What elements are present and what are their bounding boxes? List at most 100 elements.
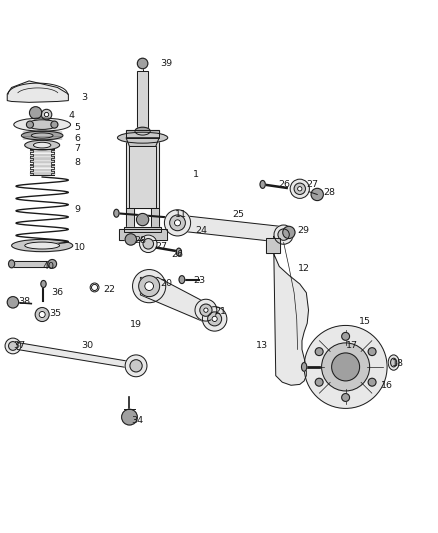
Bar <box>151 207 159 231</box>
Text: 11: 11 <box>175 211 187 220</box>
Circle shape <box>212 316 217 321</box>
Ellipse shape <box>25 242 60 249</box>
Text: 6: 6 <box>74 134 80 143</box>
Bar <box>30 157 54 158</box>
Text: 20: 20 <box>160 279 172 288</box>
Circle shape <box>297 187 302 191</box>
Ellipse shape <box>388 355 399 370</box>
Ellipse shape <box>391 358 397 367</box>
Bar <box>30 161 54 162</box>
Bar <box>30 173 54 175</box>
Text: 12: 12 <box>297 264 310 273</box>
Text: 3: 3 <box>81 93 88 102</box>
Text: 39: 39 <box>160 59 172 68</box>
Bar <box>126 207 134 231</box>
Circle shape <box>35 308 49 321</box>
Bar <box>30 168 54 169</box>
Bar <box>30 165 54 166</box>
Circle shape <box>143 239 153 249</box>
Polygon shape <box>17 343 136 369</box>
Text: 15: 15 <box>359 318 371 326</box>
Text: 30: 30 <box>81 341 94 350</box>
Text: 16: 16 <box>381 381 392 390</box>
Bar <box>34 155 50 156</box>
Polygon shape <box>7 81 68 102</box>
Text: 18: 18 <box>392 359 403 368</box>
Circle shape <box>208 312 222 326</box>
Circle shape <box>122 409 138 425</box>
Circle shape <box>39 311 45 318</box>
Text: 38: 38 <box>18 297 30 306</box>
Circle shape <box>283 227 295 239</box>
Text: 21: 21 <box>215 306 226 316</box>
Circle shape <box>51 121 58 128</box>
Bar <box>34 166 50 167</box>
Bar <box>30 172 54 174</box>
Circle shape <box>332 353 360 381</box>
Text: 28: 28 <box>134 236 146 245</box>
Ellipse shape <box>41 280 46 287</box>
Bar <box>124 227 161 231</box>
Text: 26: 26 <box>171 250 183 259</box>
Text: 8: 8 <box>74 158 80 167</box>
Circle shape <box>368 348 376 356</box>
Circle shape <box>200 304 212 316</box>
Text: 26: 26 <box>278 180 290 189</box>
Ellipse shape <box>27 120 57 130</box>
Ellipse shape <box>176 248 181 256</box>
Circle shape <box>170 215 185 231</box>
Text: 23: 23 <box>193 276 205 285</box>
Ellipse shape <box>90 283 99 292</box>
Text: 34: 34 <box>132 416 144 425</box>
Bar <box>126 207 134 231</box>
Text: 25: 25 <box>232 209 244 219</box>
Bar <box>126 130 159 138</box>
Circle shape <box>304 326 387 408</box>
Polygon shape <box>266 238 280 253</box>
Text: 29: 29 <box>297 226 310 235</box>
Bar <box>126 131 159 207</box>
Text: 13: 13 <box>256 341 268 350</box>
Bar <box>130 147 155 207</box>
Bar <box>30 154 54 155</box>
Bar <box>130 147 155 207</box>
Polygon shape <box>141 277 224 326</box>
Ellipse shape <box>31 133 53 138</box>
Text: 28: 28 <box>324 188 336 197</box>
Bar <box>126 131 159 207</box>
Polygon shape <box>126 138 159 147</box>
Ellipse shape <box>117 132 168 143</box>
Bar <box>34 163 50 164</box>
Ellipse shape <box>9 260 14 268</box>
Circle shape <box>130 360 142 372</box>
Circle shape <box>342 393 350 401</box>
Bar <box>12 261 51 266</box>
Bar <box>34 159 50 160</box>
Bar <box>151 207 159 231</box>
Text: 22: 22 <box>103 285 115 294</box>
Text: 36: 36 <box>51 288 63 297</box>
Text: 5: 5 <box>74 123 80 132</box>
Bar <box>124 227 161 231</box>
Circle shape <box>202 306 227 331</box>
Text: 37: 37 <box>13 342 25 351</box>
Text: 4: 4 <box>68 111 74 120</box>
Circle shape <box>26 121 33 128</box>
Ellipse shape <box>135 127 150 135</box>
Bar <box>34 151 50 152</box>
Ellipse shape <box>301 362 307 372</box>
Bar <box>34 170 50 171</box>
Text: 35: 35 <box>49 309 61 318</box>
Text: 10: 10 <box>74 243 86 252</box>
Bar <box>126 130 159 138</box>
Circle shape <box>368 378 376 386</box>
Text: 9: 9 <box>74 205 80 214</box>
Circle shape <box>278 229 289 240</box>
Text: 7: 7 <box>74 144 80 153</box>
Text: 27: 27 <box>306 180 318 189</box>
Bar <box>138 71 148 131</box>
Bar <box>30 150 54 151</box>
Circle shape <box>29 107 42 119</box>
Ellipse shape <box>14 118 71 131</box>
Bar <box>12 261 51 266</box>
